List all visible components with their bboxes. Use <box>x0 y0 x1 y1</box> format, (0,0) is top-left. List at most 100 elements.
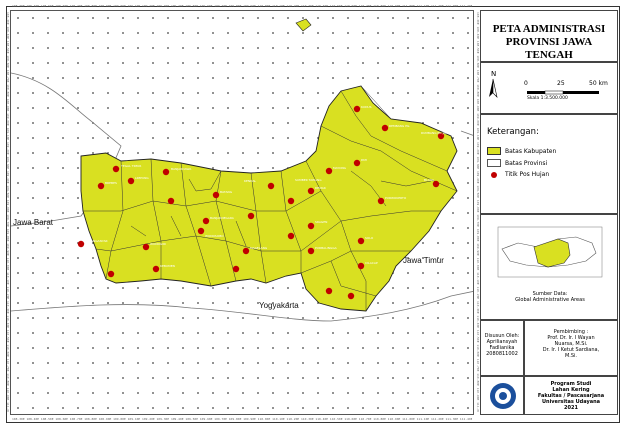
svg-text:KUDUS: KUDUS <box>361 105 372 109</box>
svg-text:SOLO: SOLO <box>365 236 374 240</box>
svg-text:KEBUMEN: KEBUMEN <box>160 264 175 268</box>
legend-item-kabupaten: Batas Kabupaten <box>487 147 556 155</box>
svg-text:KENDAL: KENDAL <box>244 179 256 183</box>
svg-text:LIMPUNG: LIMPUNG <box>135 176 149 180</box>
station-marker[interactable]: REMBANG PG. <box>381 124 411 132</box>
label-yogyakarta: Yogyakarta <box>259 301 299 310</box>
scale-ratio: Skala 1:3.500.000 <box>527 96 568 101</box>
svg-text:SUMBER TAWANG: SUMBER TAWANG <box>295 178 322 182</box>
north-scale-box: N 0 25 50 km Skala 1:3.500.000 <box>480 62 618 114</box>
author-box: Disusun Oleh: Apriliansyah Fadlianika 20… <box>480 320 524 376</box>
svg-text:BATANG: BATANG <box>220 190 233 194</box>
provinsi-swatch <box>487 159 501 167</box>
main-map[interactable]: KUDUS REMBANG PG. RUMBANG PG JAKENAN TEG… <box>10 10 474 415</box>
station-marker[interactable]: PURWOKERTO <box>377 196 407 205</box>
station-marker[interactable]: CILACAP <box>357 261 378 270</box>
institution-box: Program Studi Lahan Kering Fakultas / Pa… <box>524 376 618 415</box>
station-marker[interactable]: DEMAK <box>307 186 327 195</box>
station-marker[interactable]: RUMBANG PG JAKENAN <box>421 131 456 140</box>
inset-source-line2: Global Administrative Areas <box>515 297 585 303</box>
svg-text:MAGELANG: MAGELANG <box>250 246 268 250</box>
svg-text:SRAGEN: SRAGEN <box>315 220 327 224</box>
legend-box: Keterangan: Batas Kabupaten Batas Provin… <box>480 114 618 214</box>
station-marker[interactable]: WONOGIRI <box>142 242 166 251</box>
svg-text:PURBALINGGA: PURBALINGGA <box>315 246 338 250</box>
logo-box <box>480 376 524 415</box>
coord-ticks-left: 108.30E 108.40E 108.50E 108.60E 108.70E … <box>6 12 10 412</box>
map-frame <box>6 6 620 423</box>
station-marker[interactable]: SUMBER TAWANG <box>287 178 322 205</box>
title-box: PETA ADMINISTRASI PROVINSI JAWA TENGAH <box>480 10 618 62</box>
station-marker[interactable]: KUDUS <box>353 105 372 113</box>
station-marker[interactable] <box>107 270 115 278</box>
map-title-line1: PETA ADMINISTRASI <box>492 23 606 35</box>
svg-text:WONOGIRI: WONOGIRI <box>150 242 166 246</box>
svg-text:REMBANG PG.: REMBANG PG. <box>389 124 410 128</box>
station-marker[interactable]: KARANGANYAR <box>77 239 108 248</box>
station-marker[interactable]: BATANG <box>212 190 233 199</box>
station-marker[interactable]: KEBUMEN <box>152 264 175 273</box>
legend-item-pos-hujan: Titik Pos Hujan <box>487 171 549 178</box>
station-marker[interactable]: WONOSOBO <box>197 227 224 238</box>
svg-text:DEMAK: DEMAK <box>315 186 327 190</box>
station-marker[interactable]: BREBES <box>97 181 117 190</box>
station-marker[interactable]: BANJARNEGARA <box>202 216 235 225</box>
rain-stations: KUDUS REMBANG PG. RUMBANG PG JAKENAN TEG… <box>77 105 456 300</box>
legend-heading: Keterangan: <box>487 127 539 137</box>
central-java-province[interactable] <box>80 85 458 312</box>
legend-item-provinsi: Batas Provinsi <box>487 159 547 167</box>
svg-text:N: N <box>491 70 496 78</box>
station-marker[interactable] <box>347 292 355 300</box>
kabupaten-swatch <box>487 147 501 155</box>
station-marker[interactable] <box>247 212 255 220</box>
svg-text:WONOSOBO: WONOSOBO <box>205 234 224 238</box>
side-panel: PETA ADMINISTRASI PROVINSI JAWA TENGAH N… <box>480 10 618 415</box>
svg-text:TEGAL TIMUR: TEGAL TIMUR <box>120 164 141 168</box>
svg-text:MAYONG: MAYONG <box>333 166 347 170</box>
station-marker[interactable] <box>167 197 175 205</box>
svg-text:KARANGANYAR: KARANGANYAR <box>85 239 108 243</box>
north-arrow-icon: N <box>489 70 599 98</box>
inset-map <box>497 226 603 278</box>
svg-text:BREBES: BREBES <box>105 181 117 185</box>
svg-text:PURWOKERTO: PURWOKERTO <box>385 196 407 200</box>
svg-text:PATI: PATI <box>361 158 367 162</box>
station-marker[interactable]: TEGAL TIMUR <box>112 164 142 173</box>
svg-text:CILACAP: CILACAP <box>365 261 378 265</box>
scale-tick-50: 50 km <box>589 80 608 87</box>
inset-box: Sumber Data: Global Administrative Areas <box>480 214 618 320</box>
station-marker[interactable] <box>232 265 240 273</box>
map-svg: KUDUS REMBANG PG. RUMBANG PG JAKENAN TEG… <box>11 11 473 414</box>
coord-ticks-right: 108.30E 108.40E 108.50E 108.60E 108.70E … <box>476 12 480 412</box>
svg-text:BLORA: BLORA <box>424 178 435 182</box>
university-logo-icon <box>490 383 516 409</box>
station-marker[interactable]: PURBALINGGA <box>307 246 338 255</box>
station-marker[interactable] <box>325 287 333 295</box>
station-marker[interactable]: LIMPUNG <box>127 176 150 185</box>
rain-station-dot-icon <box>491 171 497 178</box>
svg-text:BANJARNEGARA: BANJARNEGARA <box>210 216 235 220</box>
station-marker[interactable]: BLORA <box>424 178 440 188</box>
label-jawa-timur: Jawa Timur <box>403 256 444 265</box>
advisor-box: Pembimbing : Prof. Dr. Ir. I Wayan Nuars… <box>524 320 618 376</box>
south-coast <box>11 291 473 322</box>
station-marker[interactable]: PATI <box>353 158 367 167</box>
station-marker[interactable]: BANJARDAWA <box>162 167 192 176</box>
station-marker[interactable]: KENDAL <box>244 179 275 190</box>
station-marker[interactable]: MAGELANG <box>242 246 268 255</box>
station-marker[interactable] <box>287 232 295 240</box>
inset-source-line1: Sumber Data: <box>532 291 568 297</box>
svg-text:RUMBANG PG JAKENAN: RUMBANG PG JAKENAN <box>421 131 456 135</box>
scale-tick-0: 0 <box>524 80 528 87</box>
coord-ticks-bottom: 108.30E 108.40E 108.50E 108.60E 108.70E … <box>12 417 472 421</box>
station-marker[interactable]: MAYONG <box>325 166 347 175</box>
svg-text:BANJARDAWA: BANJARDAWA <box>171 167 192 171</box>
coord-ticks-top: 108.30E 108.40E 108.50E 108.60E 108.70E … <box>12 4 472 8</box>
label-jawa-barat: Jawa Barat <box>13 218 54 227</box>
scale-tick-25: 25 <box>557 80 565 87</box>
station-marker[interactable]: SRAGEN <box>307 220 328 230</box>
east-java-coast <box>460 130 473 136</box>
station-marker[interactable]: SOLO <box>357 236 374 245</box>
map-title-line2: PROVINSI JAWA TENGAH <box>505 36 593 61</box>
karimunjawa-island <box>295 18 312 32</box>
